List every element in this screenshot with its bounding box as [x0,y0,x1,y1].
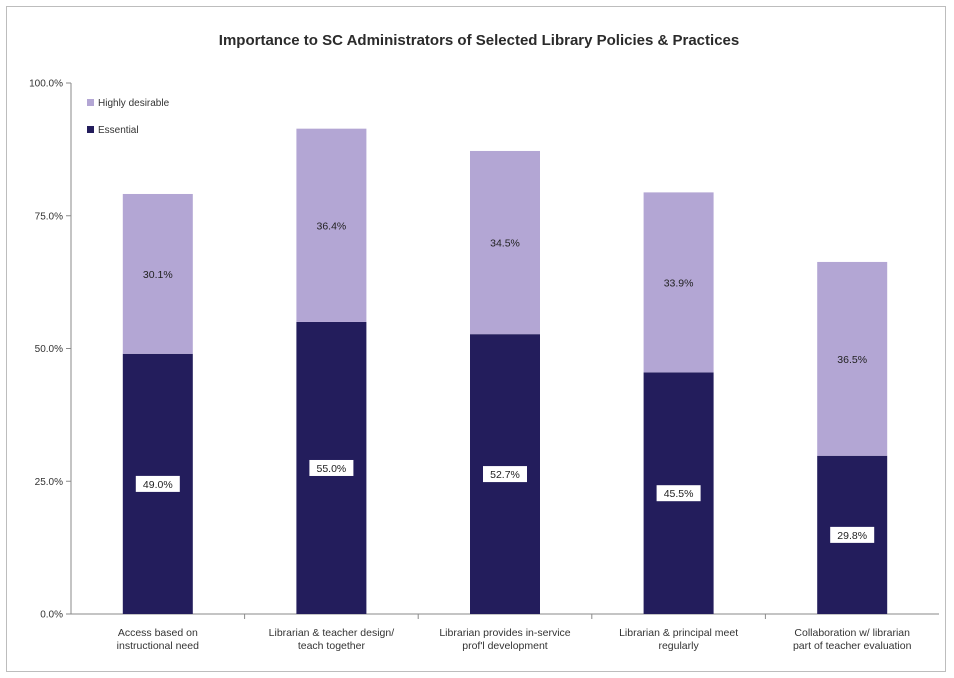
chart-svg: Importance to SC Administrators of Selec… [29,32,939,652]
data-label: 49.0% [143,479,173,491]
x-tick-label: instructional need [117,640,199,652]
data-label: 36.5% [837,354,867,366]
legend-swatch [87,126,94,133]
legend-swatch [87,99,94,106]
y-tick-label: 100.0% [29,79,63,90]
y-tick-label: 25.0% [35,477,63,488]
chart-frame: Importance to SC Administrators of Selec… [6,6,946,672]
data-label: 52.7% [490,469,520,481]
legend: Highly desirable Essential [87,98,170,136]
data-label: 55.0% [317,463,347,475]
y-tick-label: 50.0% [35,344,63,355]
legend-label: Essential [98,125,139,136]
x-tick-label: teach together [298,640,366,652]
data-label: 33.9% [664,277,694,289]
y-tick-label: 75.0% [35,211,63,222]
bars: 49.0% 30.1% 55.0% 36.4% 52.7% 34.5% 45.5% 33.9%… [122,128,888,614]
data-label-box [656,485,701,502]
x-tick-label: prof'l development [462,640,548,652]
chart-title: Importance to SC Administrators of Selec… [219,32,739,49]
data-label-box [483,466,527,483]
data-label: 36.4% [317,220,347,232]
y-tick-label: 0.0% [40,610,63,621]
data-label: 34.5% [490,238,520,250]
x-tick-label: Collaboration w/ librarian [794,627,910,639]
bar-highly-desirable [817,261,888,456]
data-label: 45.5% [664,488,694,500]
data-label-box [309,459,354,476]
x-tick-label: Librarian & principal meet [619,627,738,639]
bar-highly-desirable [470,150,540,335]
legend-label: Highly desirable [98,98,170,109]
x-tick-label: Librarian provides in-service [439,627,570,639]
x-tick-label: Librarian & teacher design/ [269,627,395,639]
x-tick-label: regularly [658,640,699,652]
data-label-box [135,475,180,492]
bar-highly-desirable [122,193,193,354]
axes: 0.0% 25.0% 50.0% 75.0% 100.0% [29,79,939,621]
data-label: 29.8% [837,530,867,542]
data-label: 30.1% [143,269,173,281]
x-tick-label: Access based on [118,627,198,639]
data-label-box [830,526,875,543]
bar-highly-desirable [296,128,367,322]
bar-highly-desirable [643,192,714,373]
x-tick-label: part of teacher evaluation [793,640,912,652]
